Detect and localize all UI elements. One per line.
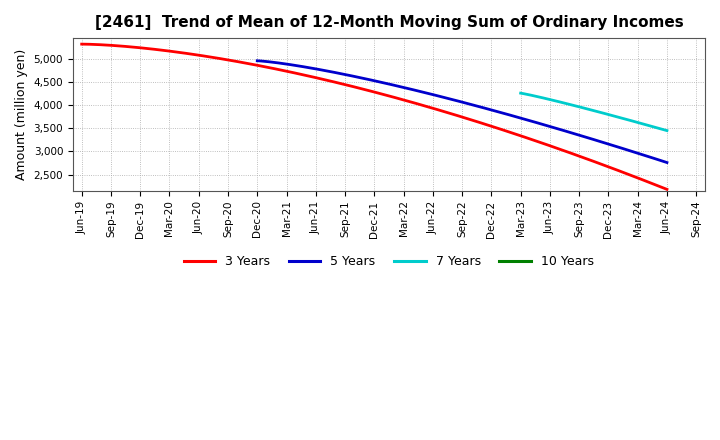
Y-axis label: Amount (million yen): Amount (million yen) <box>15 49 28 180</box>
Title: [2461]  Trend of Mean of 12-Month Moving Sum of Ordinary Incomes: [2461] Trend of Mean of 12-Month Moving … <box>94 15 683 30</box>
Legend: 3 Years, 5 Years, 7 Years, 10 Years: 3 Years, 5 Years, 7 Years, 10 Years <box>179 250 599 273</box>
